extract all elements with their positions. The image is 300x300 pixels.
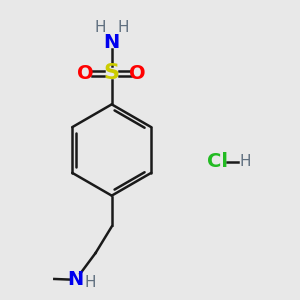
Text: N: N: [67, 270, 83, 289]
Text: Cl: Cl: [207, 152, 228, 171]
Text: H: H: [85, 275, 96, 290]
Text: O: O: [77, 64, 94, 83]
Text: N: N: [103, 33, 120, 52]
Text: S: S: [104, 63, 120, 83]
Text: H: H: [117, 20, 129, 35]
Text: H: H: [95, 20, 106, 35]
Text: O: O: [129, 64, 146, 83]
Text: H: H: [239, 154, 250, 169]
